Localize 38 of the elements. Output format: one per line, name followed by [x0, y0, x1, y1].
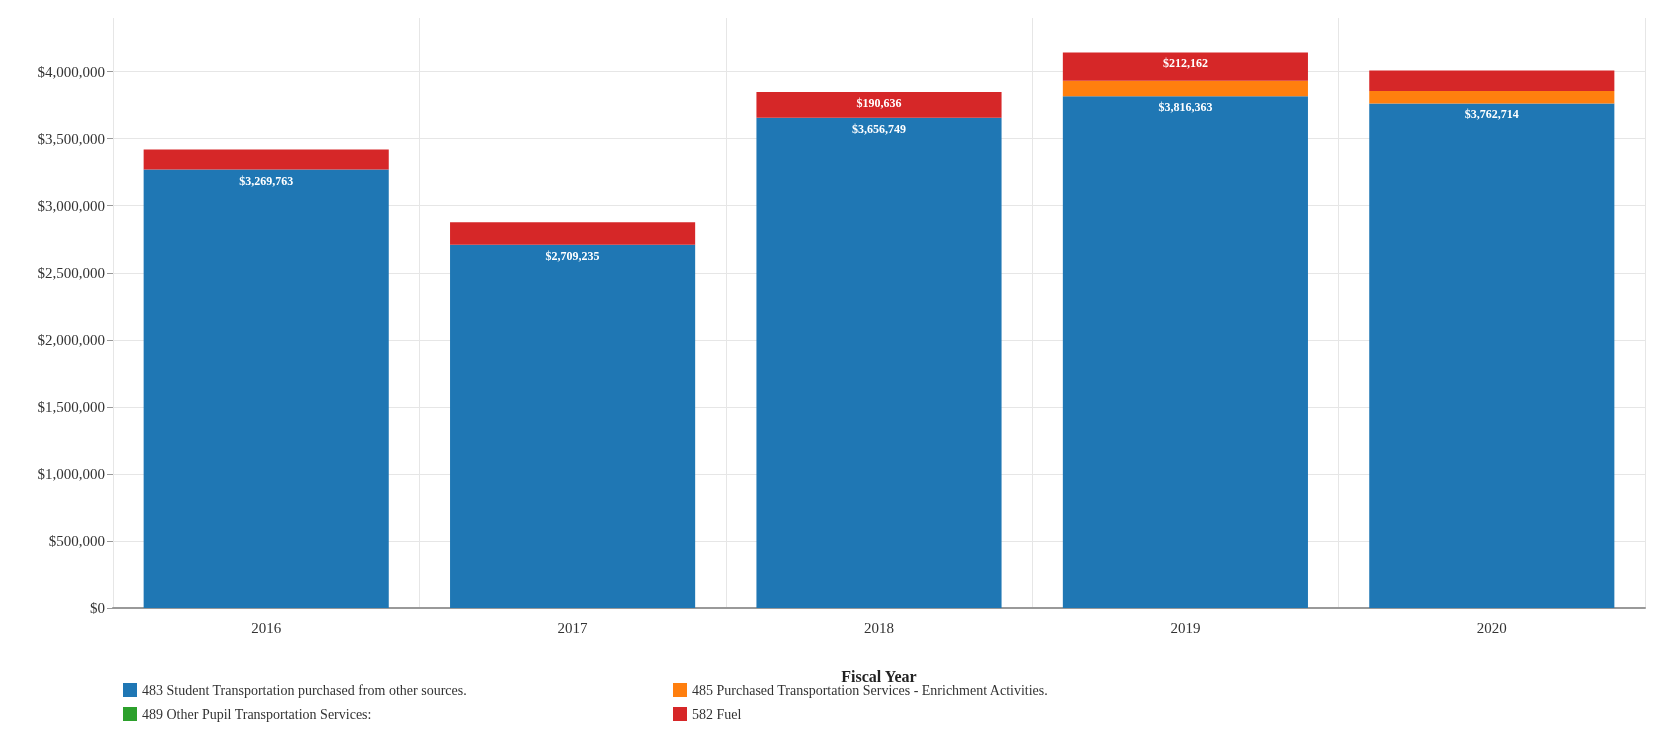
bar [450, 222, 696, 245]
y-tick-label: $1,000,000 [37, 465, 105, 482]
bar [143, 169, 389, 608]
bar [1062, 96, 1308, 608]
y-tick-label: $3,500,000 [37, 130, 105, 147]
bar [1369, 91, 1615, 104]
bar [1369, 103, 1615, 608]
data-label: $2,709,235 [545, 248, 600, 263]
y-tick-label: $2,500,000 [37, 264, 105, 281]
data-label: $3,762,714 [1464, 107, 1519, 122]
y-tick-label: $500,000 [48, 532, 105, 549]
bar [1369, 70, 1615, 92]
x-tick-label: 2018 [864, 619, 894, 636]
legend-label: 485 Purchased Transportation Services - Enrichment Activities. [692, 682, 1048, 698]
x-tick-label: 2020 [1476, 619, 1507, 636]
data-label: $3,656,749 [852, 121, 906, 136]
data-label: $212,162 [1162, 56, 1208, 71]
x-tick-label: 2017 [557, 619, 589, 636]
data-label: $190,636 [856, 96, 902, 111]
y-tick-label: $4,000,000 [37, 63, 105, 80]
x-axis-title: Fiscal Year [841, 667, 917, 685]
y-tick-label: $3,000,000 [37, 197, 105, 214]
y-tick-label: $0 [90, 600, 105, 616]
bar [756, 117, 1002, 608]
bar [756, 92, 1002, 118]
x-tick-label: 2019 [1170, 619, 1201, 636]
y-tick-label: $2,000,000 [37, 331, 105, 348]
bar [143, 149, 389, 170]
legend-label: 489 Other Pupil Transportation Services: [142, 706, 372, 722]
bar [1062, 52, 1308, 81]
legend-label: 582 Fuel [692, 706, 742, 722]
bar [1062, 80, 1308, 97]
legend-label: 483 Student Transportation purchased from other sources. [142, 682, 467, 698]
data-label: $3,269,763 [239, 173, 294, 188]
data-label: $3,816,363 [1158, 100, 1213, 115]
x-tick-label: 2016 [251, 619, 282, 636]
bar [450, 244, 696, 608]
y-tick-label: $1,500,000 [37, 398, 105, 415]
